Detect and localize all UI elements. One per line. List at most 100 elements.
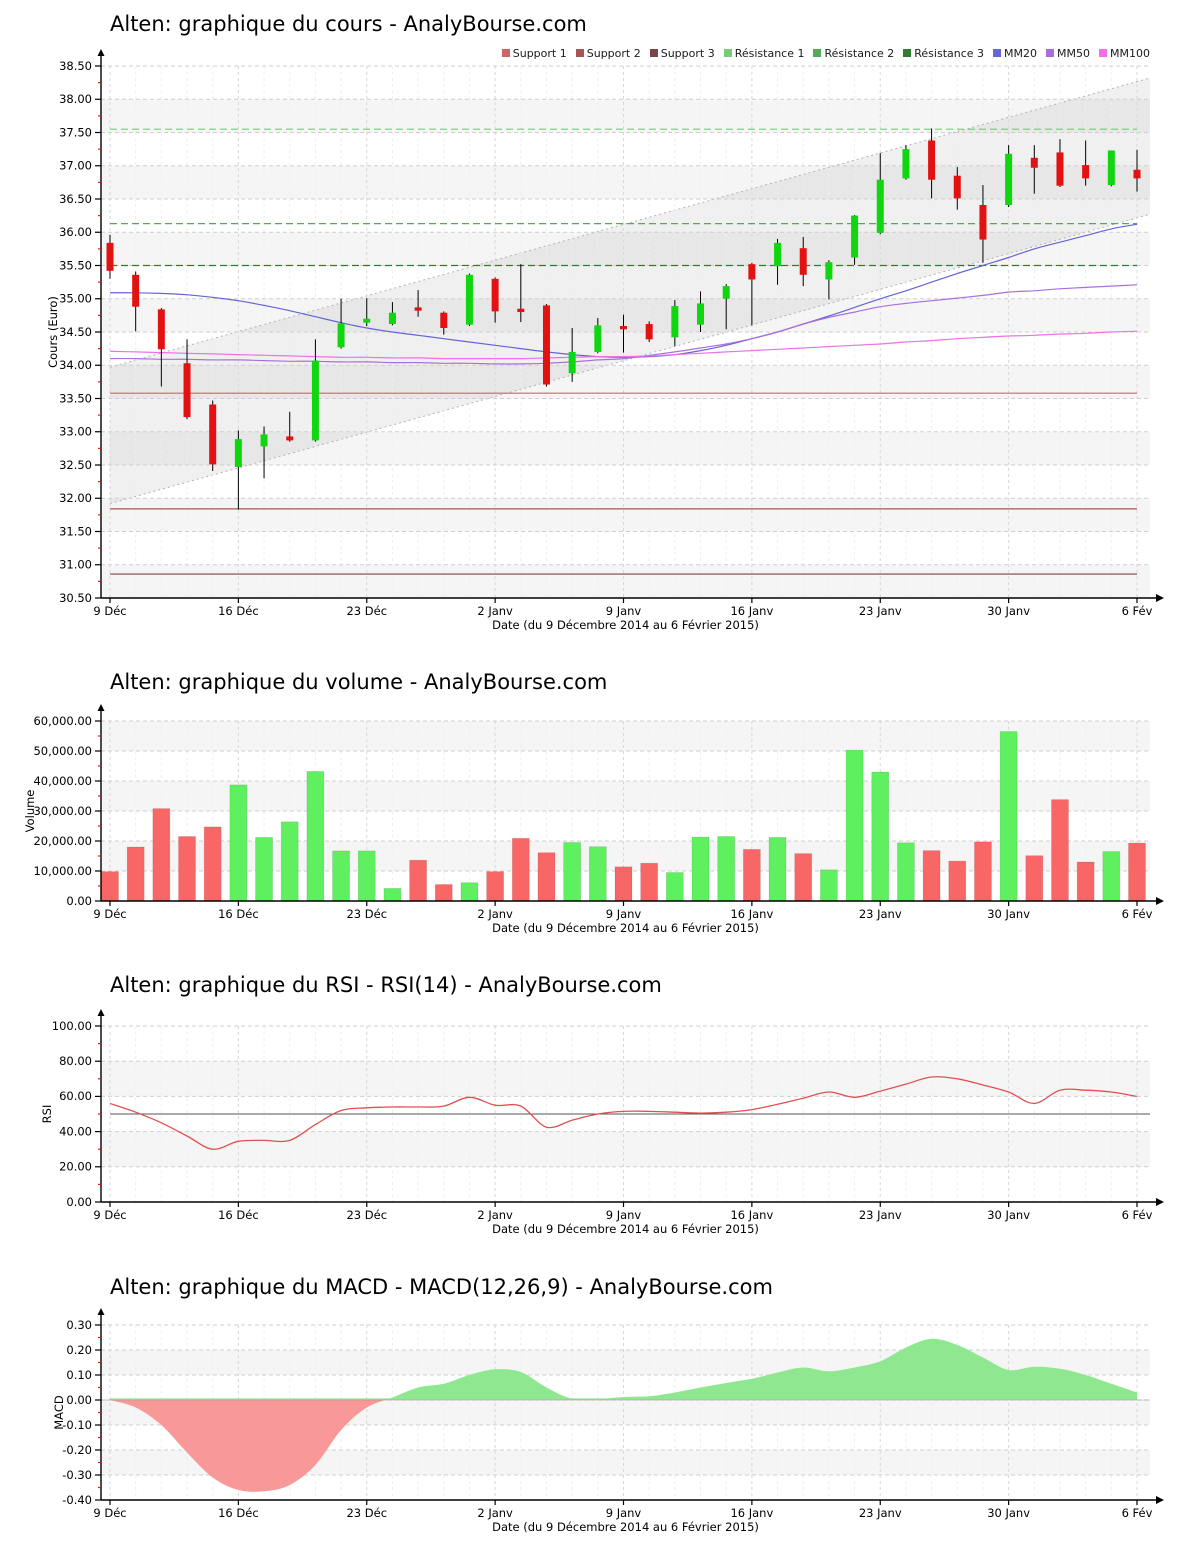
legend-swatch-icon xyxy=(993,49,1002,57)
candle-body-down xyxy=(1133,169,1141,179)
y-tick-label: 0.00 xyxy=(66,1195,92,1209)
x-tick-label: 2 Janv xyxy=(477,604,513,618)
volume-chart: 60,000.00 50,000.00 40,000.00 30,000.00 20,0… xyxy=(23,704,1164,935)
candle xyxy=(594,318,602,354)
volume-bar xyxy=(280,821,299,902)
x-tick-label: 2 Janv xyxy=(477,1208,513,1222)
y-tick-label: 32.00 xyxy=(59,491,92,505)
candle-body-up xyxy=(697,303,705,325)
candle xyxy=(876,153,884,235)
background-band xyxy=(101,1131,1150,1167)
candle xyxy=(311,339,319,442)
legend-swatch-icon xyxy=(575,49,584,57)
candle-body-up xyxy=(1107,150,1115,186)
candle-body-up xyxy=(671,306,679,338)
candle-body-up xyxy=(594,325,602,352)
y-tick-label: 10,000.00 xyxy=(33,864,92,878)
y-tick-label: 40,000.00 xyxy=(33,774,92,788)
y-tick-label: 33.50 xyxy=(59,391,92,405)
candle-body-down xyxy=(286,436,294,441)
macd-area-positive xyxy=(110,1338,1137,1400)
volume-bar xyxy=(1051,799,1069,902)
mm50-line xyxy=(109,284,1138,365)
y-tick-label: 40.00 xyxy=(59,1124,92,1138)
y-tick-label: 60,000.00 xyxy=(33,714,92,728)
legend-label: Résistance 3 xyxy=(914,46,985,60)
candle xyxy=(388,302,396,326)
x-tick-label: 16 Janv xyxy=(730,1506,773,1520)
y-tick-label: 0.00 xyxy=(66,894,92,908)
y-tick-label: 20,000.00 xyxy=(33,834,92,848)
y-axis-title: Volume xyxy=(23,790,37,833)
volume-bar xyxy=(383,888,402,902)
y-tick-label: -0.20 xyxy=(62,1443,92,1457)
background-band xyxy=(101,1061,1150,1097)
legend-label: Support 1 xyxy=(512,46,567,60)
candle xyxy=(106,234,114,279)
candle xyxy=(465,273,473,327)
volume-bar xyxy=(434,884,453,902)
legend-item-mm20: MM20 xyxy=(993,47,1037,60)
background-band xyxy=(101,564,1150,598)
background-band xyxy=(101,99,1150,133)
volume-bar xyxy=(691,836,710,902)
y-tick-label: 36.00 xyxy=(59,225,92,239)
x-tick-label: 6 Fév xyxy=(1122,1506,1153,1520)
x-tick-label: 23 Janv xyxy=(859,1506,902,1520)
legend-swatch-icon xyxy=(1099,49,1108,57)
x-tick-label: 9 Janv xyxy=(606,1506,642,1520)
candle xyxy=(620,314,627,353)
candle-body-down xyxy=(414,307,422,311)
y-tick-label: 50,000.00 xyxy=(33,744,92,758)
y-tick-label: 35.00 xyxy=(59,292,92,306)
rsi-bands xyxy=(101,1061,1150,1167)
volume-bar xyxy=(922,850,941,902)
x-tick-label: 16 Déc xyxy=(218,1208,259,1222)
legend-label: Support 2 xyxy=(586,46,641,60)
volume-bar xyxy=(999,731,1018,902)
y-tick-label: -0.10 xyxy=(62,1418,92,1432)
x-tick-label: 6 Fév xyxy=(1122,604,1153,618)
y-tick-label: 31.00 xyxy=(59,558,92,572)
volume-axes: 60,000.00 50,000.00 40,000.00 30,000.00 20,0… xyxy=(23,704,1164,935)
volume-bar xyxy=(948,860,967,902)
candle xyxy=(902,145,910,180)
y-tick-label: 31.50 xyxy=(59,524,92,538)
y-tick-label: 37.00 xyxy=(59,159,92,173)
x-tick-label: 30 Janv xyxy=(987,907,1030,921)
candle xyxy=(825,260,833,300)
x-axis-arrow-icon xyxy=(1156,594,1164,602)
volume-bar xyxy=(101,871,119,902)
candle xyxy=(697,291,705,332)
volume-bar xyxy=(1102,851,1121,902)
candle-body-down xyxy=(517,308,525,313)
y-tick-label: 34.00 xyxy=(59,358,92,372)
y-tick-label: 37.50 xyxy=(59,125,92,139)
volume-bar xyxy=(152,808,171,902)
legend-item-mm100: MM100 xyxy=(1099,47,1150,60)
candle xyxy=(928,128,936,199)
y-tick-label: 0.10 xyxy=(66,1368,92,1382)
volume-bar xyxy=(537,852,556,902)
candle xyxy=(1082,140,1090,186)
candle xyxy=(286,411,294,442)
volume-bar xyxy=(255,837,273,902)
rsi-chart: 100.00 80.00 60.00 40.00 20.00 0.009 Déc 16 Dé… xyxy=(40,1009,1164,1236)
mm20-line xyxy=(109,223,1138,358)
x-tick-label: 16 Janv xyxy=(730,1208,773,1222)
background-band xyxy=(101,165,1150,199)
candle xyxy=(953,167,961,210)
x-tick-label: 23 Déc xyxy=(346,604,387,618)
candle-body-down xyxy=(620,326,627,330)
x-tick-label: 9 Janv xyxy=(606,907,642,921)
y-tick-label: 20.00 xyxy=(59,1160,92,1174)
rsi-chart-title: Alten: graphique du RSI - RSI(14) - Anal… xyxy=(110,973,662,997)
x-axis-arrow-icon xyxy=(1156,1496,1164,1504)
candle-body-up xyxy=(465,274,473,325)
candle-body-up xyxy=(825,262,833,280)
candle xyxy=(157,308,165,387)
volume-bar xyxy=(820,869,838,902)
y-axis-arrow-icon xyxy=(97,1009,105,1016)
volume-bar xyxy=(460,882,479,902)
legend-label: MM50 xyxy=(1057,46,1091,60)
